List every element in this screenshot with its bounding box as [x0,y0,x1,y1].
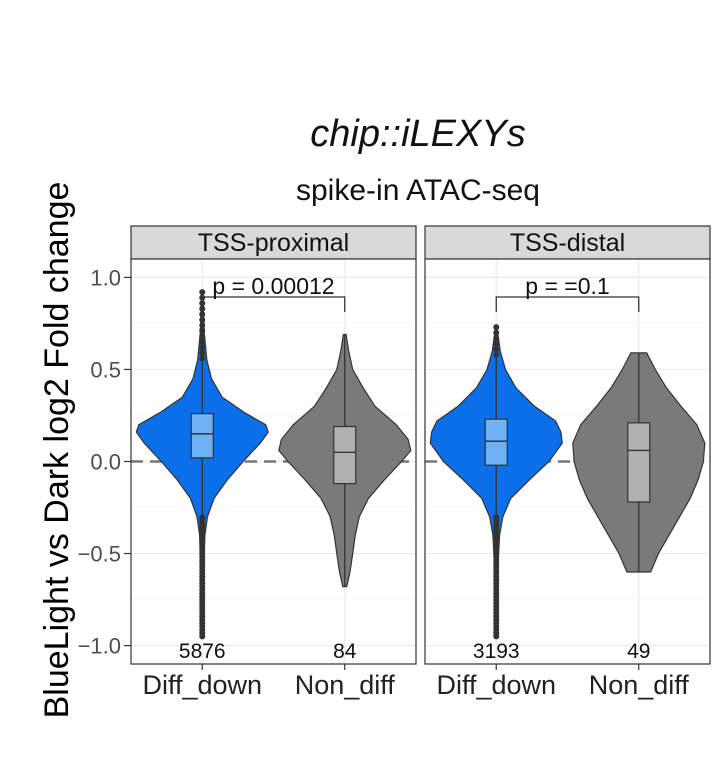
facet-panel: TSS-proximal 5876 Diff_down 84 Non_diff p = 0… [130,225,417,700]
x-category-label: Diff_down [142,670,262,700]
group-count-label: 84 [333,640,357,663]
outlier-point [493,514,500,521]
panel-border [130,258,417,665]
y-tick-label: 1.0 [90,265,121,290]
p-value-label: p = 0.00012 [212,273,334,299]
p-value-label: p = =0.1 [525,273,609,299]
outlier-point [493,324,500,331]
box [627,422,651,503]
chart-title: chip::iLEXYs [310,113,525,155]
y-axis-ticks: −1.0 −0.5 0.0 0.5 1.0 [78,265,131,659]
group-count-label: 49 [627,640,650,663]
facet-panel: TSS-distal 3193 Diff_down 49 Non_diff p = =0.… [424,225,711,700]
box [333,425,357,485]
outlier-point [199,344,206,351]
x-category-label: Diff_down [436,670,556,700]
y-tick-label: 0.0 [90,450,121,475]
outlier-point [493,335,500,342]
outlier-point [199,355,206,362]
outlier-point [199,311,206,318]
outlier-point [199,322,206,329]
outlier-point [199,349,206,356]
y-tick-label: −1.0 [78,634,121,659]
box [484,418,508,466]
outlier-point [199,333,206,340]
outlier-point [493,329,500,336]
y-tick-label: −0.5 [78,542,121,567]
outlier-point [493,346,500,353]
outlier-point [199,289,206,296]
outlier-point [199,514,206,521]
chart-subtitle: spike-in ATAC-seq [296,174,540,207]
group-count-label: 3193 [473,640,520,663]
outlier-point [493,351,500,358]
y-axis-label: BlueLight vs Dark log2 Fold change [38,182,76,719]
y-axis-label-vs: vs [38,524,76,577]
outlier-point [199,316,206,323]
outlier-point [199,338,206,345]
y-axis-label-rest: log2 Fold change [38,182,76,452]
y-axis-label-bluelight: BlueLight [38,576,76,718]
y-tick-label: 0.5 [90,357,121,382]
group-count-label: 5876 [179,640,226,663]
panel-border [424,258,711,665]
facet-strip-label: TSS-proximal [198,229,349,257]
y-axis-label-dark: Dark [38,451,76,524]
box [190,413,214,459]
x-category-label: Non_diff [295,670,396,700]
x-category-label: Non_diff [589,670,690,700]
significance-bracket [201,296,346,312]
facet-strip [130,225,417,260]
facet-panels: TSS-proximal 5876 Diff_down 84 Non_diff p = 0… [130,225,711,700]
facet-strip-label: TSS-distal [510,229,625,257]
outlier-point [493,340,500,347]
significance-bracket [495,296,640,312]
outlier-point [199,327,206,334]
